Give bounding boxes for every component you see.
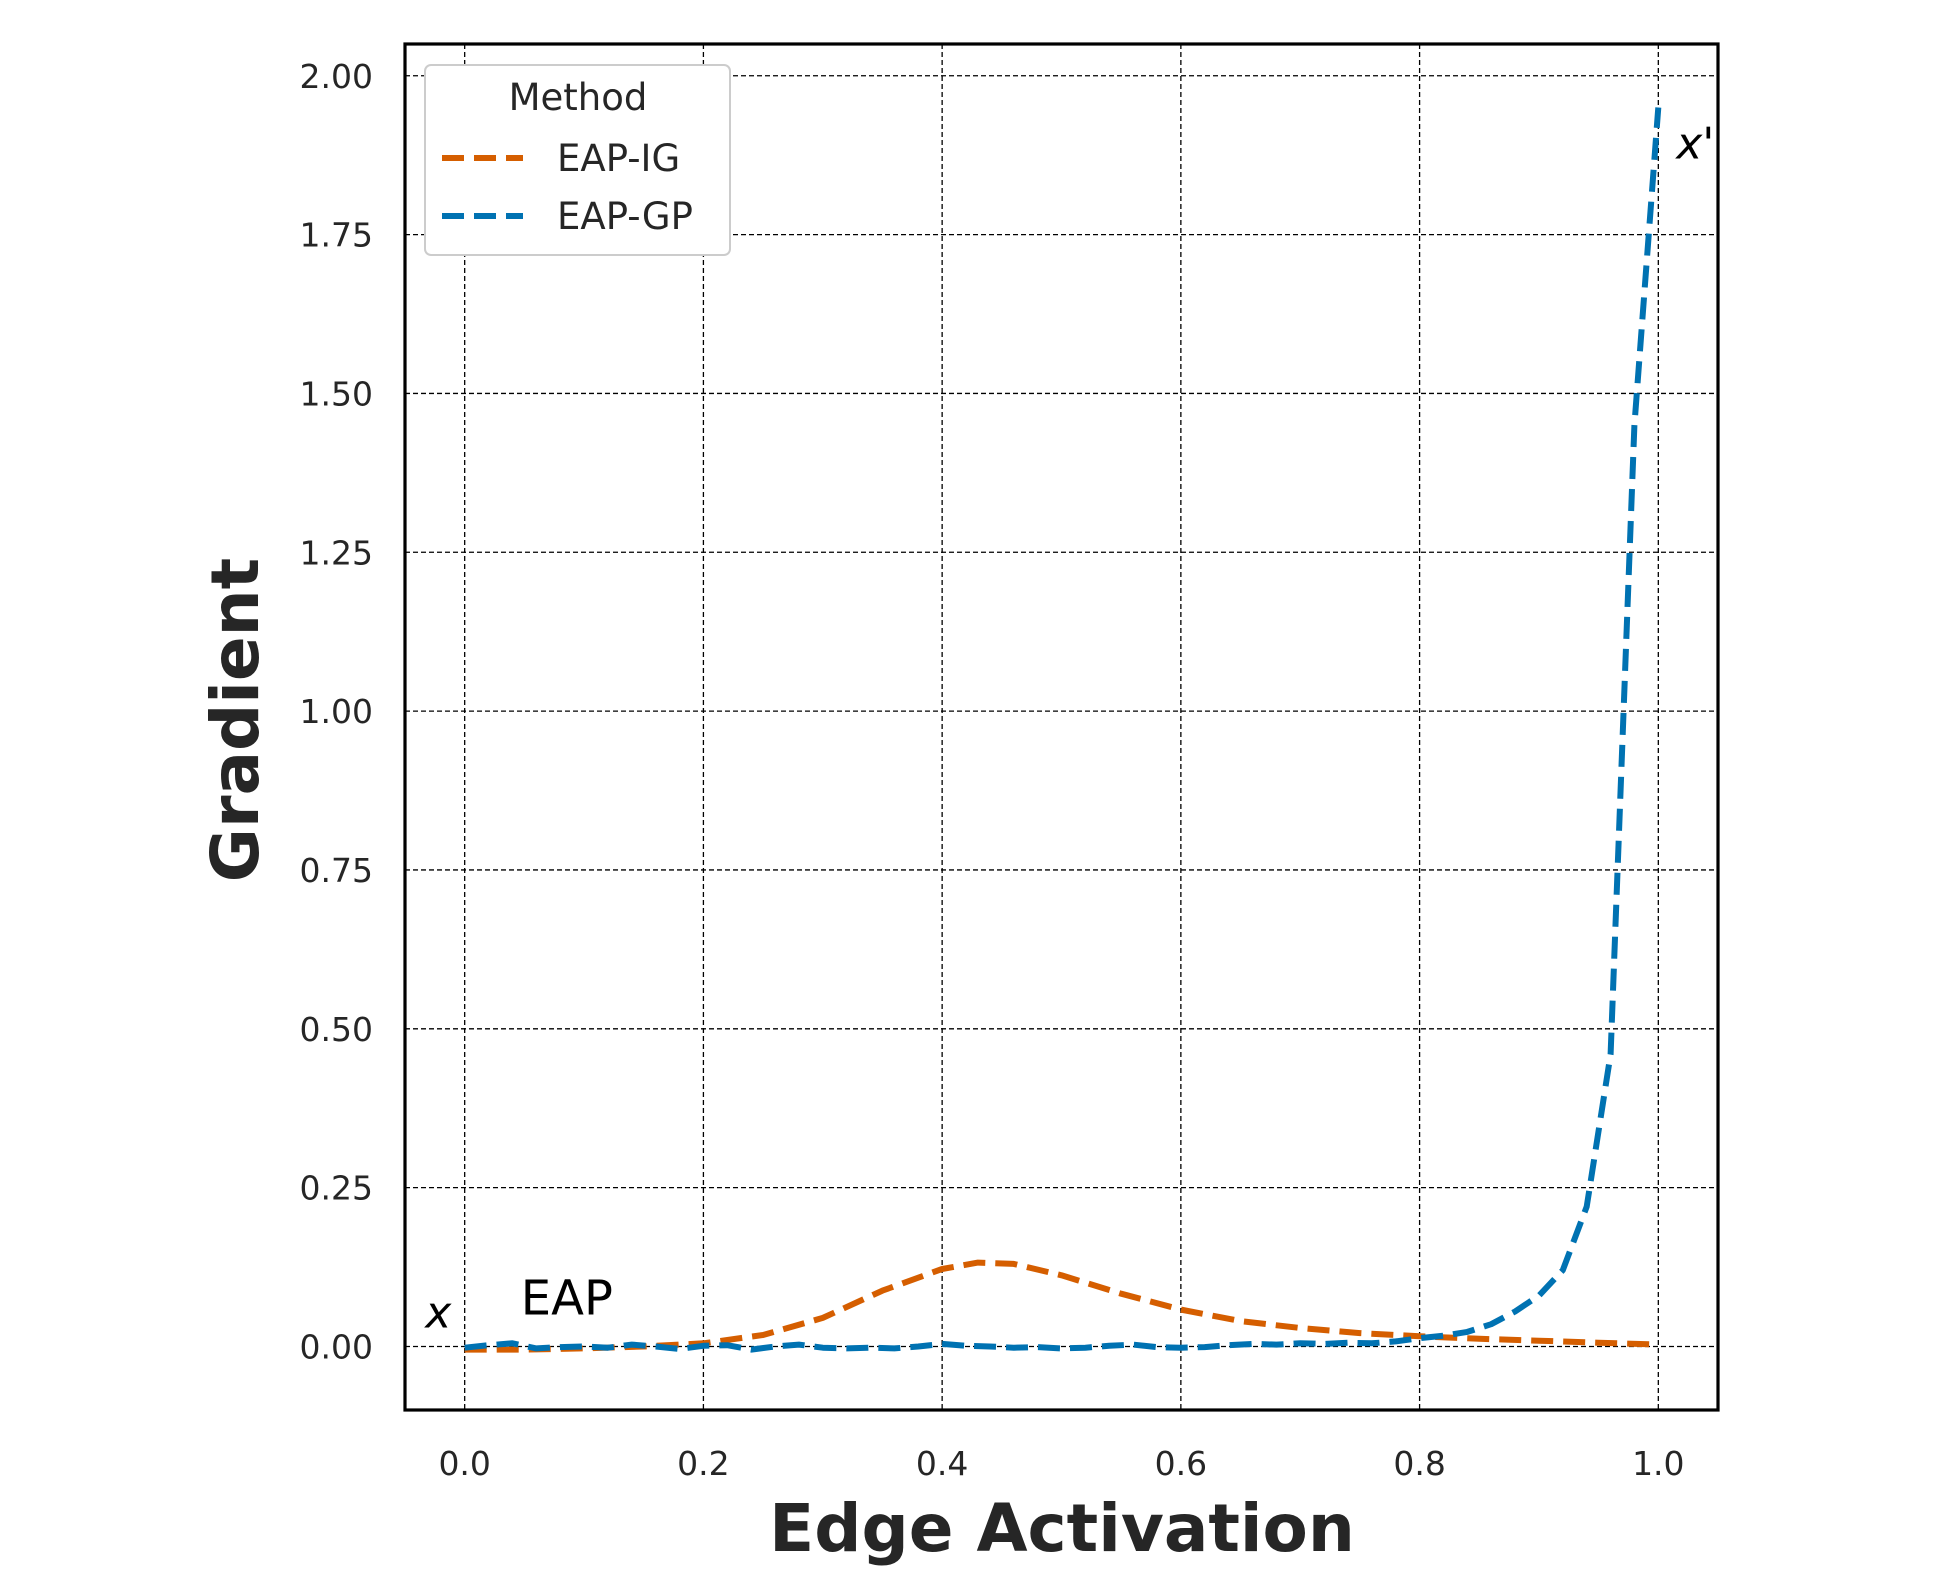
- legend-label-eap-ig: EAP-IG: [557, 137, 680, 180]
- series-line-eap-gp: [464, 107, 1662, 1353]
- x-tick-label: 1.0: [1632, 1444, 1684, 1483]
- y-tick-label: 0.50: [300, 1010, 373, 1049]
- y-tick-label: 1.25: [300, 533, 373, 572]
- y-tick-label: 1.75: [300, 216, 373, 255]
- y-tick-label: 1.50: [300, 374, 373, 413]
- y-tick-label: 0.00: [300, 1327, 373, 1366]
- y-tick-label: 0.75: [300, 851, 373, 890]
- x-tick-label: 0.4: [916, 1444, 968, 1483]
- x-tick-label: 0.8: [1393, 1444, 1445, 1483]
- y-tick-label: 1.00: [300, 692, 373, 731]
- x-tick-label: 0.6: [1155, 1444, 1207, 1483]
- x-axis-ticks: 0.0 0.2 0.4 0.6 0.8 1.0: [438, 1444, 1684, 1483]
- y-axis-ticks: 0.00 0.25 0.50 0.75 1.00 1.25 1.50 1.75 2.00: [300, 57, 373, 1367]
- legend-title: Method: [509, 76, 648, 119]
- annotation-1: EAP: [521, 1271, 613, 1327]
- data-series: [464, 107, 1662, 1353]
- x-tick-label: 0.2: [677, 1444, 729, 1483]
- series-line-eap-ig: [464, 1259, 1659, 1353]
- x-tick-label: 0.0: [438, 1444, 490, 1483]
- y-tick-label: 0.25: [300, 1169, 373, 1208]
- legend-box: [424, 64, 731, 256]
- y-axis-title: Gradient: [197, 558, 274, 882]
- annotation-0: x: [423, 1287, 452, 1338]
- y-tick-label: 2.00: [300, 57, 373, 96]
- annotation-2: x': [1674, 118, 1714, 169]
- legend-label-eap-gp: EAP-GP: [557, 195, 693, 238]
- grid-lines: [405, 44, 1718, 1410]
- annotations: x EAP x': [423, 118, 1714, 1338]
- plot-frame: [403, 42, 1720, 1412]
- x-axis-title: Edge Activation: [769, 1490, 1355, 1567]
- legend-items: EAP-IG EAP-GP: [442, 137, 693, 238]
- legend: Method EAP-IG EAP-GP: [424, 64, 731, 256]
